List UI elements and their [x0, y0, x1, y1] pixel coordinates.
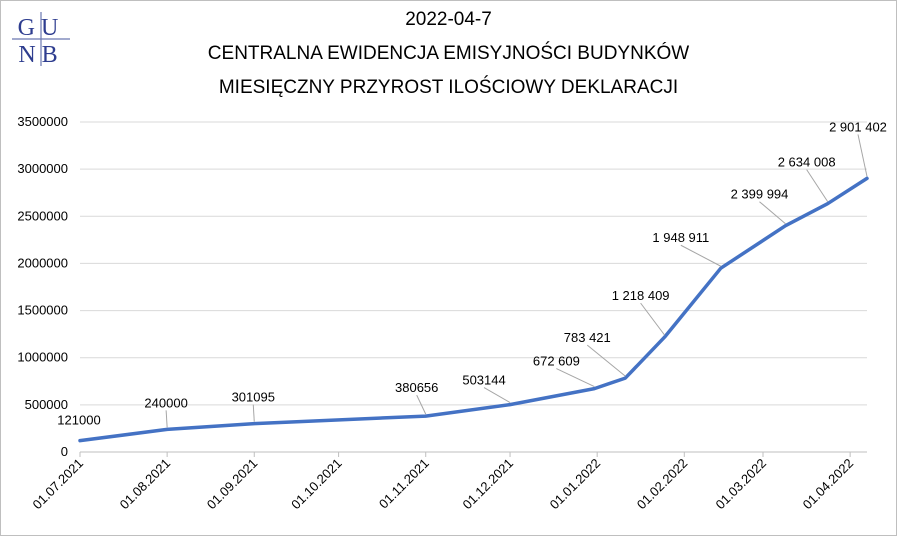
chart-subtitle: MIESIĘCZNY PRZYROST ILOŚCIOWY DEKLARACJI: [218, 77, 679, 98]
data-label: 380656: [395, 380, 438, 395]
data-label: 240000: [144, 395, 187, 410]
x-tick-label: 01.10.2021: [288, 456, 345, 513]
data-label: 2 399 994: [731, 187, 789, 202]
data-label: 672 609: [533, 354, 580, 369]
y-tick-label: 3500000: [17, 114, 68, 129]
data-label-leader: [252, 404, 255, 422]
data-label-leader: [483, 387, 511, 403]
gunb-logo: GU NB: [12, 12, 70, 68]
y-tick-label: 500000: [25, 397, 68, 412]
x-tick-label: 01.11.2021: [376, 456, 432, 512]
data-label: 301095: [232, 390, 275, 405]
x-tick-label: 01.09.2021: [204, 456, 261, 513]
y-tick-label: 2000000: [17, 255, 68, 270]
data-label-leader: [556, 368, 595, 388]
data-label-leader: [806, 169, 829, 202]
y-tick-label: 1000000: [17, 350, 68, 365]
data-label-leader: [680, 244, 722, 267]
data-label: 1 948 911: [652, 230, 709, 245]
series-line-group: [78, 176, 869, 443]
data-label: 783 421: [564, 330, 611, 345]
logo-text-top: GU: [18, 15, 65, 41]
data-label-leader: [586, 344, 626, 377]
logo-text-bottom: NB: [18, 42, 63, 68]
data-label-leader: [416, 394, 427, 415]
x-tick-label: 01.02.2022: [634, 456, 691, 513]
y-tick-label: 1500000: [17, 303, 68, 318]
data-label: 2 901 402: [829, 119, 887, 134]
y-tick-label: 0: [61, 444, 68, 459]
data-label-leader: [640, 302, 666, 336]
chart-title-date: 2022-04-7: [405, 9, 492, 30]
chart-title-main: CENTRALNA EWIDENCJA EMISYJNOŚCI BUDYNKÓW: [207, 43, 690, 64]
y-tick-label: 2500000: [17, 208, 68, 223]
x-tick-label: 01.03.2022: [713, 456, 770, 513]
data-label: 121000: [57, 413, 100, 428]
x-tick-label: 01.08.2021: [117, 456, 174, 513]
data-label: 503144: [462, 373, 505, 388]
data-label-leader: [165, 410, 168, 428]
data-label-leader: [857, 134, 868, 177]
data-labels: 121000 240000 301095 380656 503144 672 609 783…: [57, 119, 887, 427]
data-label: 2 634 008: [778, 155, 836, 170]
data-label: 1 218 409: [612, 288, 670, 303]
y-tick-label: 3000000: [17, 161, 68, 176]
data-label-leader: [759, 201, 786, 225]
x-tick-label: 01.12.2021: [460, 456, 517, 513]
x-tick-label: 01.01.2022: [547, 456, 604, 513]
gridlines: [80, 121, 867, 406]
series-line: [78, 176, 869, 443]
x-tick-label: 01.04.2022: [800, 456, 857, 513]
x-tick-label: 01.07.2021: [29, 456, 86, 513]
axes: 0 500000 1000000 1500000 2000000 2500000 30000…: [17, 114, 867, 512]
